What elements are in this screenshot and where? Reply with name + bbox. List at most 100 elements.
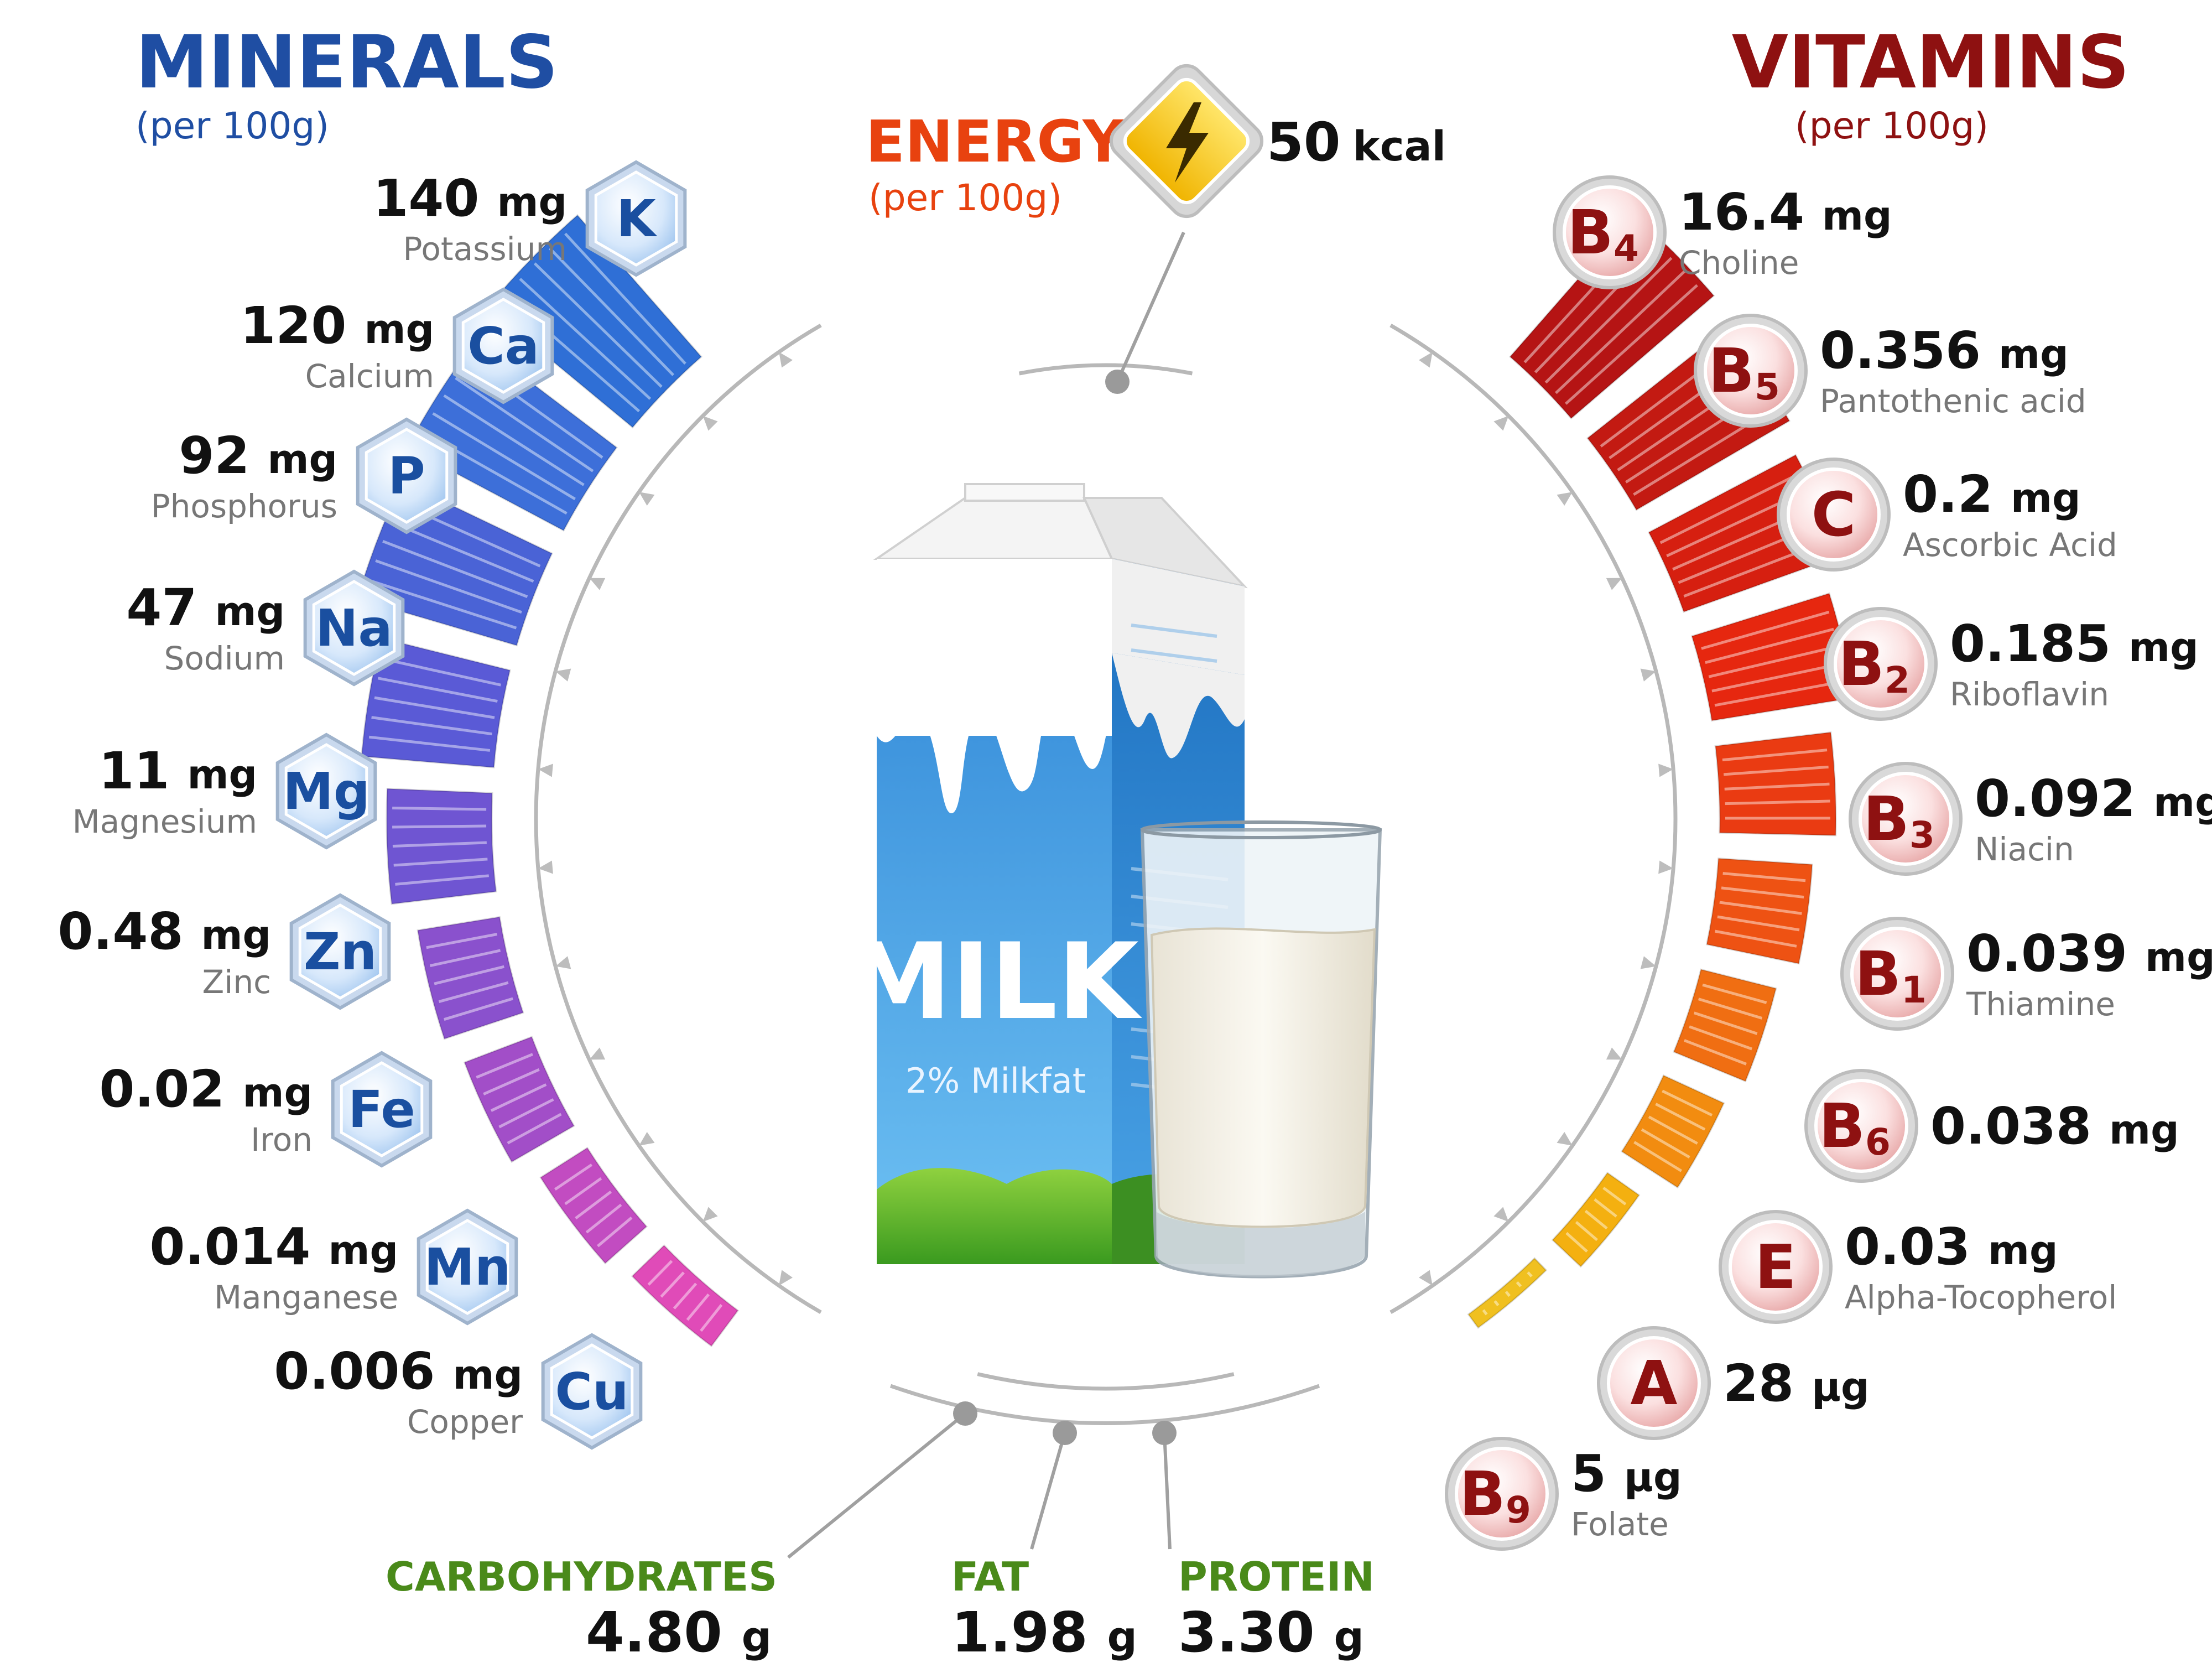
mineral-amount: 47 mg [126,578,285,637]
mineral-symbol: Fe [348,1080,415,1139]
mineral-bar-mn [540,1148,647,1264]
macro-amount: 3.30 g [1178,1600,1364,1665]
mineral-name: Iron [251,1121,313,1159]
vitamin-symbol: A [1630,1348,1677,1419]
top-ring-arc [1019,365,1193,373]
vitamin-name: Choline [1679,244,1799,282]
vitamin-bar-b1 [1707,859,1813,964]
mineral-bar-cu [632,1245,738,1346]
vitamin-amount: 0.2 mg [1903,465,2081,524]
minerals-subtitle: (per 100g) [136,105,329,147]
mineral-amount: 11 mg [98,741,257,801]
energy-subtitle: (per 100g) [868,176,1062,219]
macro-dot [1053,1421,1077,1445]
vitamin-bar-b6 [1674,969,1776,1081]
mineral-name: Calcium [305,357,434,395]
mineral-symbol: Na [315,599,392,658]
mineral-name: Manganese [214,1279,398,1316]
macro-dot [953,1401,977,1426]
vitamin-bar-e [1622,1076,1724,1187]
mineral-name: Phosphorus [151,487,337,525]
mineral-amount: 0.48 mg [58,902,271,961]
vitamins-subtitle: (per 100g) [1795,105,1989,147]
mineral-symbol: Zn [304,922,377,981]
mineral-symbol: K [616,189,658,248]
mineral-name: Magnesium [72,803,257,840]
vitamin-amount: 28 µg [1723,1354,1870,1413]
mineral-bar-fe [465,1037,574,1162]
mineral-symbol: Ca [467,316,539,376]
mineral-amount: 0.006 mg [274,1342,523,1401]
mineral-symbol: P [388,446,425,506]
mineral-symbol: Mg [283,762,369,821]
vitamin-name: Thiamine [1966,985,2115,1023]
ring-tick [1493,1207,1513,1226]
mineral-name: Copper [407,1403,523,1441]
ring-tick [698,411,717,430]
vitamin-bar-a [1553,1173,1639,1266]
vitamin-name: Alpha-Tocopherol [1845,1279,2117,1316]
mineral-symbol: Cu [555,1362,628,1421]
macro-amount: 1.98 g [951,1600,1137,1665]
macro-amount: 4.80 g [586,1600,772,1665]
vitamin-name: Riboflavin [1950,676,2109,713]
bottom-ring-arc [977,1374,1233,1389]
energy-unit: kcal [1353,123,1446,170]
macro-name: PROTEIN [1178,1554,1375,1600]
ring-tick [698,1207,717,1226]
mineral-amount: 140 mg [373,169,567,228]
macro-name: CARBOHYDRATES [386,1554,777,1600]
mineral-bar-zn [418,917,523,1038]
vitamin-name: Folate [1571,1505,1669,1543]
vitamin-symbol: E [1755,1232,1796,1302]
mineral-amount: 120 mg [240,296,434,355]
vitamin-bar-b3 [1715,732,1836,835]
vitamins-title: VITAMINS [1732,20,2130,105]
vitamin-amount: 0.039 mg [1966,924,2212,983]
vitamin-name: Niacin [1975,830,2074,868]
energy-pointer-line [1117,232,1184,382]
milk-glass-illustration [1142,822,1380,1277]
vitamin-amount: 16.4 mg [1679,183,1892,242]
macro-name: FAT [951,1554,1029,1600]
mineral-name: Zinc [202,963,272,1001]
mineral-symbol: Mn [424,1238,511,1297]
vitamin-name: Pantothenic acid [1820,382,2086,420]
vitamin-amount: 0.356 mg [1820,321,2069,380]
vitamin-amount: 0.038 mg [1930,1097,2179,1156]
ring-tick [1493,411,1513,430]
carton-sublabel: 2% Milkfat [905,1061,1086,1101]
vitamin-amount: 0.092 mg [1975,769,2212,828]
vitamin-item: A 28 µg [1599,1328,1870,1438]
vitamin-amount: 0.03 mg [1845,1217,2058,1276]
vitamin-name: Ascorbic Acid [1903,526,2117,564]
mineral-name: Sodium [164,640,285,677]
energy-title: ENERGY [866,108,1125,175]
mineral-bar-mg [387,789,496,904]
mineral-amount: 0.02 mg [99,1059,313,1119]
